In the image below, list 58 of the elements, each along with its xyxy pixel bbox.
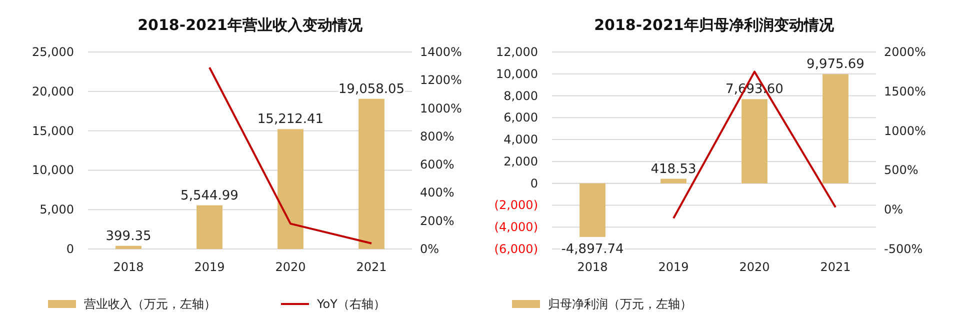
- y2-tick-label: 2000%: [884, 45, 926, 59]
- y2-tick-label: 1500%: [884, 84, 926, 98]
- y2-tick-label: 1000%: [420, 101, 462, 116]
- bar: [116, 246, 142, 249]
- y-tick-label: 20,000: [32, 84, 74, 98]
- data-label: 418.53: [650, 162, 696, 177]
- x-tick-label: 2018: [577, 260, 608, 274]
- y-tick-label: (2,000): [494, 198, 538, 212]
- y2-tick-label: 1400%: [420, 45, 462, 59]
- x-tick-label: 2020: [275, 260, 306, 274]
- y2-tick-label: 400%: [420, 186, 454, 200]
- y2-tick-label: 0%: [884, 202, 904, 217]
- y-tick-label: 6,000: [504, 110, 538, 125]
- x-tick-label: 2020: [739, 260, 770, 274]
- x-tick-label: 2019: [658, 260, 689, 274]
- y-tick-label: 8,000: [504, 88, 538, 103]
- bar: [358, 98, 384, 249]
- y2-tick-label: 800%: [420, 129, 454, 144]
- data-label: 399.35: [106, 228, 152, 244]
- y2-tick-label: 200%: [420, 214, 454, 228]
- data-label: 19,058.05: [338, 82, 405, 97]
- y-tick-label: 2,000: [504, 154, 538, 168]
- y-tick-label: 10,000: [32, 163, 74, 178]
- x-tick-label: 2018: [113, 260, 144, 274]
- data-label: 9,975.69: [806, 57, 864, 72]
- y2-tick-label: 500%: [884, 163, 918, 178]
- bar: [278, 129, 304, 249]
- legend-label: YoY（右轴）: [316, 297, 386, 311]
- y-tick-label: (6,000): [494, 242, 538, 256]
- x-tick-label: 2019: [194, 260, 225, 274]
- y-tick-label: 25,000: [32, 45, 74, 59]
- y2-tick-label: 1200%: [420, 73, 462, 88]
- x-tick-label: 2021: [820, 260, 851, 274]
- y2-tick-label: 600%: [420, 158, 454, 172]
- data-label: -4,897.74: [561, 242, 624, 257]
- bar: [580, 183, 606, 237]
- y-tick-label: 10,000: [496, 66, 538, 81]
- bar: [742, 99, 768, 184]
- y-tick-label: 5,000: [40, 202, 74, 217]
- y-tick-label: 0: [66, 242, 74, 256]
- y-tick-label: 4,000: [504, 132, 538, 147]
- bar: [822, 74, 848, 184]
- legend-label: 归母净利润（万元，左轴）: [548, 297, 692, 311]
- data-label: 5,544.99: [180, 188, 238, 204]
- y-tick-label: 12,000: [496, 45, 538, 59]
- y-tick-label: (4,000): [494, 220, 538, 234]
- bar: [660, 178, 686, 184]
- x-tick-label: 2021: [356, 260, 387, 274]
- chart-title: 2018-2021年归母净利润变动情况: [594, 16, 835, 34]
- y-tick-label: 0: [530, 176, 538, 190]
- bar: [196, 205, 222, 249]
- legend-label: 营业收入（万元，左轴）: [84, 297, 216, 311]
- y2-tick-label: -500%: [884, 242, 923, 256]
- y2-tick-label: 0%: [420, 242, 440, 256]
- y-tick-label: 15,000: [32, 124, 74, 138]
- data-label: 15,212.41: [257, 112, 324, 128]
- chart-title: 2018-2021年营业收入变动情况: [138, 16, 364, 34]
- y2-tick-label: 1000%: [884, 124, 926, 138]
